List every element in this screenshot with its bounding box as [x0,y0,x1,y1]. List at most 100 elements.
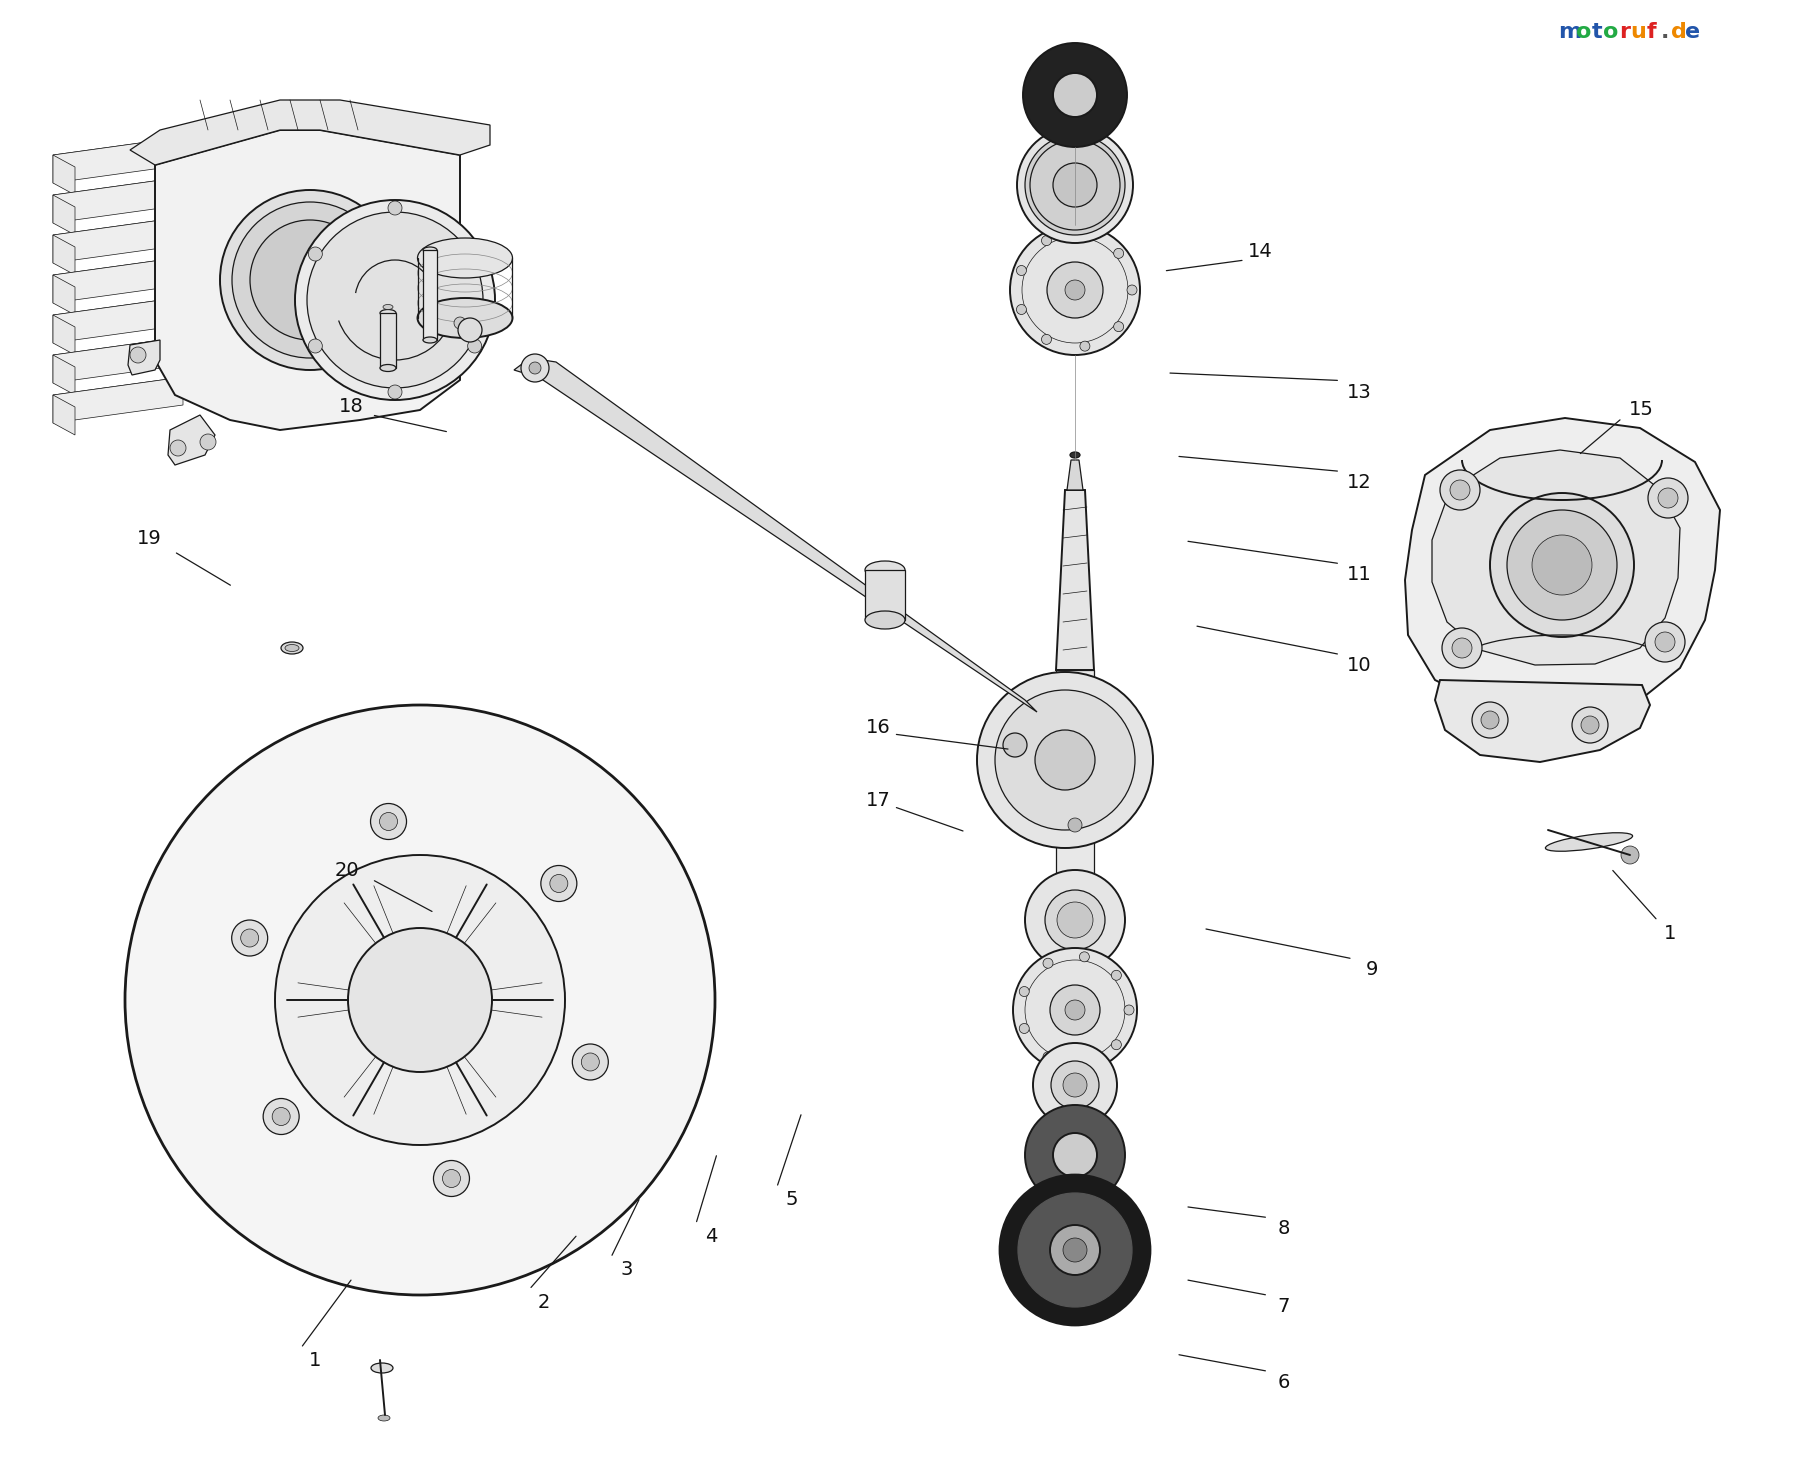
Text: 16: 16 [866,718,891,736]
Circle shape [1049,1225,1100,1274]
Circle shape [130,347,146,363]
Polygon shape [155,130,461,430]
Circle shape [1042,1052,1053,1062]
Circle shape [1067,818,1082,832]
Text: 13: 13 [1346,383,1372,401]
Bar [380,313,396,369]
Circle shape [1003,733,1028,756]
Circle shape [1472,702,1508,737]
Circle shape [443,1169,461,1188]
Text: 9: 9 [1366,961,1377,979]
Circle shape [1451,480,1471,500]
Circle shape [1645,622,1685,661]
Text: 7: 7 [1278,1298,1289,1315]
Circle shape [1017,265,1026,275]
Polygon shape [52,217,205,247]
Text: m: m [1559,22,1582,42]
Circle shape [1649,478,1688,518]
Circle shape [1046,890,1105,949]
Polygon shape [52,395,76,435]
Circle shape [1057,903,1093,938]
Polygon shape [52,138,184,183]
Circle shape [1001,1175,1150,1325]
Circle shape [468,339,482,353]
Text: 19: 19 [137,530,162,547]
Circle shape [1024,870,1125,970]
Bar [1057,670,1094,1200]
Circle shape [1123,1005,1134,1015]
Polygon shape [515,358,1037,712]
Polygon shape [52,297,184,342]
Polygon shape [1433,451,1679,666]
Text: 3: 3 [621,1261,632,1279]
Text: 1: 1 [1665,925,1676,942]
Circle shape [1658,489,1678,508]
Text: 10: 10 [1346,657,1372,674]
Ellipse shape [378,1415,391,1421]
Circle shape [389,200,401,215]
Polygon shape [52,257,184,303]
Ellipse shape [866,612,905,629]
Polygon shape [1435,680,1651,762]
Polygon shape [167,415,214,465]
Circle shape [1580,715,1598,734]
Polygon shape [52,155,76,195]
Ellipse shape [418,298,513,338]
Circle shape [1490,493,1634,636]
Ellipse shape [380,310,396,316]
Text: 2: 2 [538,1293,549,1311]
Circle shape [581,1053,599,1071]
Polygon shape [52,257,205,287]
Circle shape [232,202,389,358]
Circle shape [1010,225,1139,356]
Circle shape [347,928,491,1072]
Circle shape [200,435,216,451]
Circle shape [520,354,549,382]
Polygon shape [52,377,205,407]
Polygon shape [52,275,76,315]
Ellipse shape [383,304,392,310]
Ellipse shape [371,1364,392,1372]
Circle shape [272,1107,290,1125]
Polygon shape [52,336,205,367]
Polygon shape [128,339,160,375]
Circle shape [1440,470,1480,511]
Text: o: o [1577,22,1591,42]
Text: .: . [1661,22,1669,42]
Polygon shape [52,177,184,222]
Circle shape [1051,1061,1100,1109]
Circle shape [540,866,576,901]
Circle shape [1017,127,1132,243]
Polygon shape [52,336,184,383]
Circle shape [1571,707,1607,743]
Circle shape [1654,632,1676,652]
Circle shape [1024,135,1125,236]
Circle shape [1053,162,1096,206]
Circle shape [308,339,322,353]
Circle shape [1080,952,1089,961]
Circle shape [380,812,398,831]
Circle shape [1053,1132,1096,1178]
Polygon shape [52,236,76,275]
Circle shape [1532,535,1591,595]
Polygon shape [52,177,205,206]
Text: 12: 12 [1346,474,1372,492]
Circle shape [1035,730,1094,790]
Circle shape [1111,970,1121,980]
Text: 15: 15 [1629,401,1654,418]
Text: d: d [1670,22,1687,42]
Circle shape [250,219,371,339]
Circle shape [263,1099,299,1134]
Circle shape [1127,285,1138,296]
Circle shape [275,854,565,1146]
Polygon shape [1057,490,1094,670]
Circle shape [1019,986,1030,996]
Polygon shape [1406,418,1721,718]
Ellipse shape [281,642,302,654]
Polygon shape [52,217,184,263]
Circle shape [1022,42,1127,146]
Text: 1: 1 [310,1352,320,1369]
Circle shape [371,803,407,840]
Circle shape [1066,1001,1085,1020]
Text: 5: 5 [787,1191,797,1208]
